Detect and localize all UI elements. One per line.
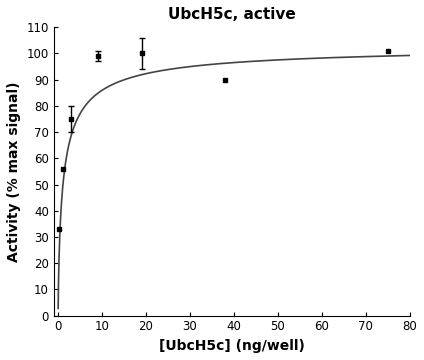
Title: UbcH5c, active: UbcH5c, active [168, 7, 296, 22]
Y-axis label: Activity (% max signal): Activity (% max signal) [7, 81, 21, 262]
X-axis label: [UbcH5c] (ng/well): [UbcH5c] (ng/well) [159, 339, 305, 353]
